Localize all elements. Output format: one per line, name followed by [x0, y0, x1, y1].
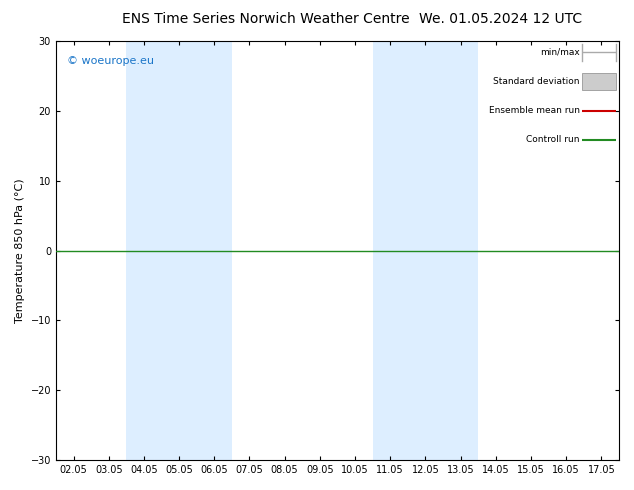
Bar: [126, 41, 232, 460]
Text: Standard deviation: Standard deviation: [493, 76, 579, 86]
Bar: [373, 41, 478, 460]
Text: min/max: min/max: [540, 48, 579, 56]
Bar: [583, 74, 616, 90]
Y-axis label: Temperature 850 hPa (°C): Temperature 850 hPa (°C): [15, 178, 25, 323]
Text: Controll run: Controll run: [526, 135, 579, 145]
Text: ENS Time Series Norwich Weather Centre: ENS Time Series Norwich Weather Centre: [122, 12, 410, 26]
Text: © woeurope.eu: © woeurope.eu: [67, 56, 154, 66]
Text: Ensemble mean run: Ensemble mean run: [489, 106, 579, 115]
Text: We. 01.05.2024 12 UTC: We. 01.05.2024 12 UTC: [419, 12, 583, 26]
